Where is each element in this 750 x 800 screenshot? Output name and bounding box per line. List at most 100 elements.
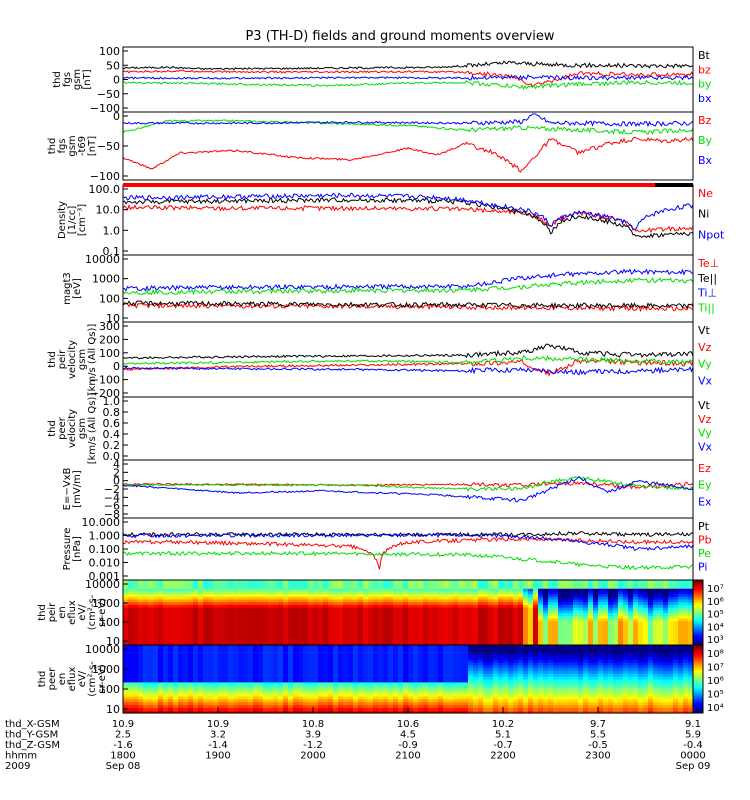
spectrogram-cell	[253, 631, 259, 635]
spectrogram-cell	[283, 596, 289, 600]
spectrogram-cell	[148, 645, 154, 649]
spectrogram-cell	[678, 617, 684, 622]
spectrogram-cell	[188, 580, 194, 584]
spectrogram-cell	[583, 617, 589, 622]
spectrogram-cell	[468, 690, 474, 694]
spectrogram-cell	[208, 645, 214, 649]
spectrogram-cell	[148, 615, 154, 619]
spectrogram-cell	[623, 634, 629, 638]
spectrogram-cell	[593, 617, 599, 622]
spectrogram-cell	[388, 596, 394, 600]
spectrogram-cell	[648, 634, 654, 638]
spectrogram-cell	[403, 645, 409, 649]
spectrogram-cell	[418, 582, 424, 587]
spectrogram-cell	[193, 656, 199, 660]
spectrogram-cell	[638, 604, 644, 608]
spectrogram-cell	[513, 598, 519, 603]
spectrogram-cell	[393, 693, 399, 697]
spectrogram-cell	[218, 620, 224, 624]
spectrogram-cell	[608, 580, 614, 584]
spectrogram-cell	[433, 687, 439, 691]
spectrogram-cell	[463, 696, 469, 700]
spectrogram-cell	[218, 609, 224, 614]
spectrogram-cell	[193, 659, 199, 663]
spectrogram-cell	[448, 696, 454, 700]
spectrogram-cell	[133, 631, 139, 635]
spectrogram-cell	[363, 628, 369, 633]
spectrogram-cell	[468, 693, 474, 697]
spectrogram-cell	[493, 582, 499, 587]
spectrogram-cell	[348, 710, 354, 714]
y-tick-label: 0.2	[103, 439, 121, 452]
spectrogram-cell	[133, 645, 139, 649]
spectrogram-cell	[228, 617, 234, 622]
spectrogram-cell	[148, 585, 154, 589]
spectrogram-cell	[528, 684, 534, 689]
spectrogram-cell	[463, 588, 469, 592]
spectrogram-cell	[338, 615, 344, 619]
spectrogram-cell	[178, 659, 184, 663]
spectrogram-cell	[153, 650, 159, 655]
spectrogram-cell	[368, 662, 374, 666]
spectrogram-cell	[453, 687, 459, 691]
spectrogram-cell	[353, 601, 359, 605]
spectrogram-cell	[433, 623, 439, 627]
spectrogram-cell	[313, 707, 319, 711]
spectrogram-cell	[213, 653, 219, 657]
spectrogram-cell	[623, 582, 629, 587]
spectrogram-cell	[503, 659, 509, 663]
spectrogram-cell	[273, 582, 279, 587]
spectrogram-cell	[413, 698, 419, 703]
spectrogram-cell	[228, 650, 234, 655]
spectrogram-cell	[398, 615, 404, 619]
spectrogram-cell	[258, 612, 264, 616]
spectrogram-cell	[188, 642, 194, 646]
spectrogram-cell	[578, 615, 584, 619]
spectrogram-cell	[453, 664, 459, 669]
spectrogram-cell	[133, 582, 139, 587]
spectrogram-cell	[288, 687, 294, 691]
spectrogram-cell	[208, 585, 214, 589]
series-line-Bt	[122, 60, 694, 71]
spectrogram-cell	[458, 585, 464, 589]
spectrogram-cell	[298, 609, 304, 614]
spectrogram-cell	[253, 601, 259, 605]
spectrogram-cell	[678, 590, 684, 595]
spectrogram-cell	[608, 634, 614, 638]
spectrogram-cell	[318, 642, 324, 646]
spectrogram-cell	[543, 598, 549, 603]
spectrogram-cell	[388, 607, 394, 611]
spectrogram-cell	[568, 626, 574, 630]
spectrogram-cell	[158, 650, 164, 655]
spectrogram-cell	[498, 707, 504, 711]
spectrogram-cell	[208, 710, 214, 714]
spectrogram-cell	[448, 681, 454, 686]
spectrogram-cell	[538, 585, 544, 589]
spectrogram-cell	[218, 631, 224, 635]
spectrogram-cell	[403, 593, 409, 597]
spectrogram-cell	[433, 679, 439, 683]
spectrogram-cell	[223, 698, 229, 703]
spectrogram-cell	[518, 647, 524, 652]
spectrogram-cell	[498, 681, 504, 686]
spectrogram-cell	[433, 628, 439, 633]
spectrogram-cell	[248, 582, 254, 587]
spectrogram-cell	[403, 707, 409, 711]
legend-bx: bx	[698, 92, 712, 105]
spectrogram-cell	[288, 679, 294, 683]
spectrogram-cell	[653, 642, 659, 646]
spectrogram-cell	[403, 612, 409, 616]
spectrogram-cell	[258, 687, 264, 691]
spectrogram-cell	[288, 670, 294, 674]
spectrogram-cell	[383, 693, 389, 697]
spectrogram-cell	[273, 670, 279, 674]
spectrogram-cell	[398, 623, 404, 627]
spectrogram-cell	[363, 588, 369, 592]
spectrogram-cell	[463, 664, 469, 669]
spectrogram-cell	[223, 596, 229, 600]
spectrogram-cell	[478, 628, 484, 633]
spectrogram-cell	[513, 585, 519, 589]
spectrogram-cell	[248, 585, 254, 589]
spectrogram-cell	[428, 659, 434, 663]
spectrogram-cell	[443, 598, 449, 603]
